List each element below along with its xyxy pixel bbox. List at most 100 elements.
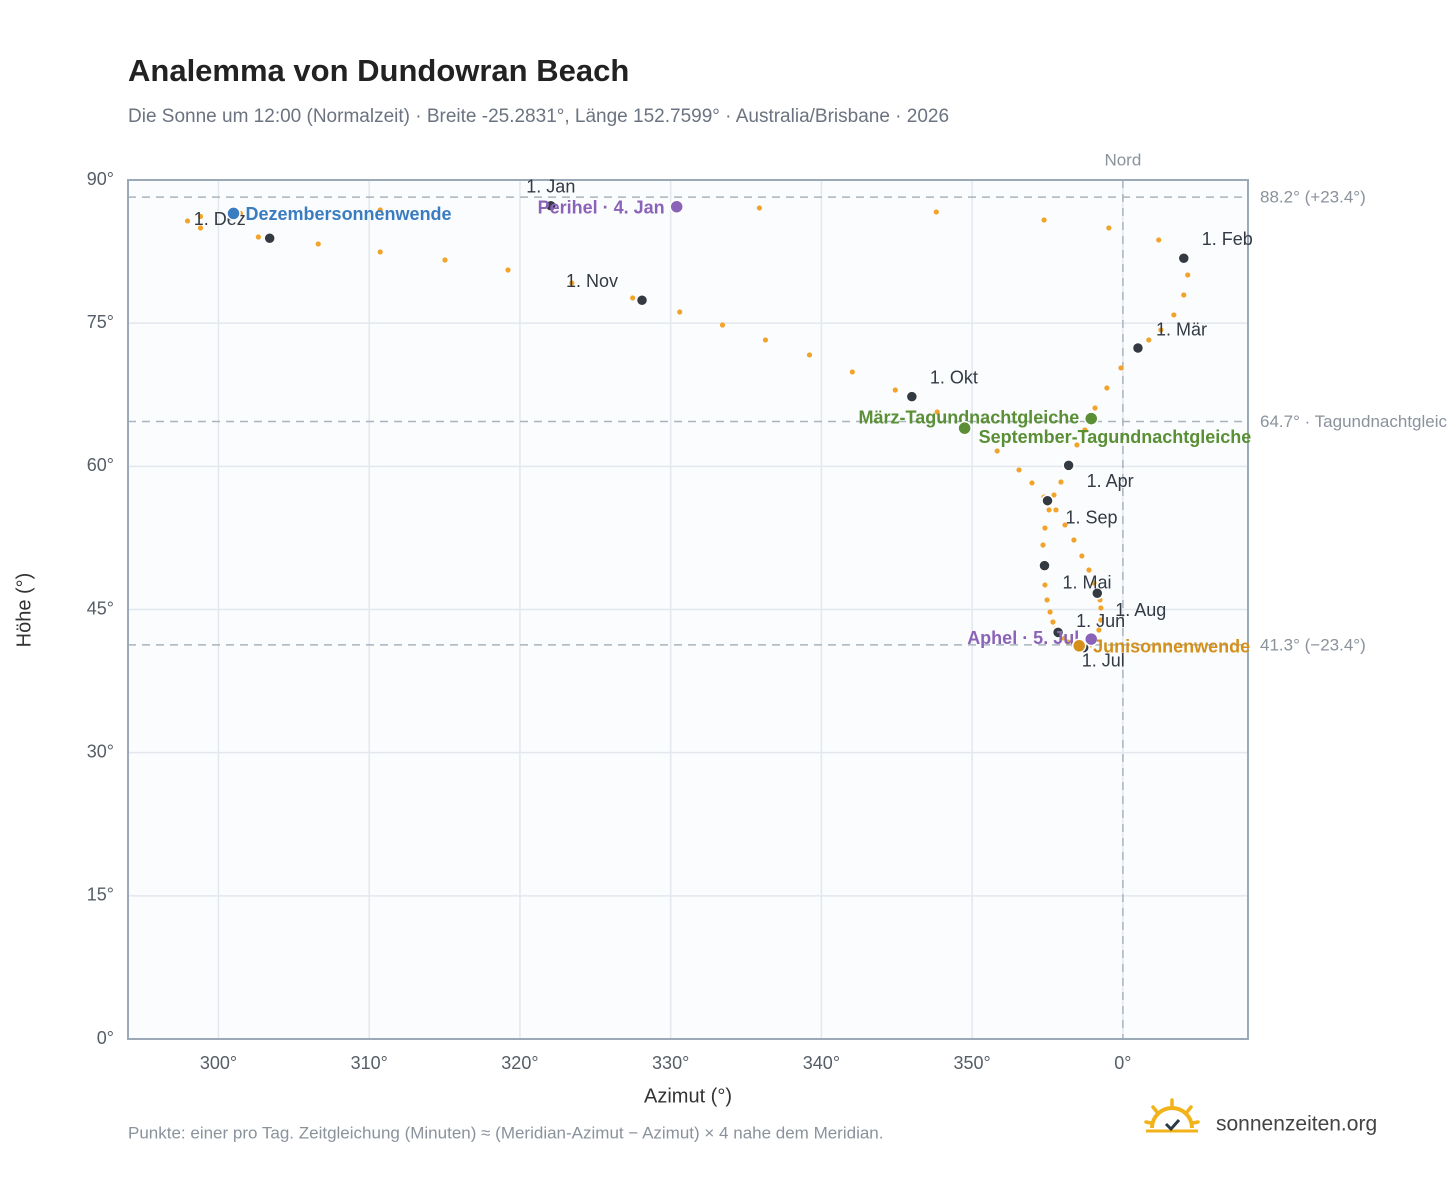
- daily-point: [1040, 542, 1046, 548]
- daily-point: [719, 322, 726, 328]
- footnote: Punkte: einer pro Tag. Zeitgleichung (Mi…: [128, 1123, 884, 1142]
- month-marker: [1041, 494, 1054, 507]
- daily-point: [1058, 479, 1064, 485]
- daily-point: [1042, 582, 1048, 588]
- month-label: 1. Feb: [1202, 229, 1253, 249]
- event-label: Aphel · 5. Jul: [967, 628, 1079, 648]
- event-label: Junisonnenwende: [1093, 637, 1250, 657]
- event-label: Perihel · 4. Jan: [538, 197, 665, 217]
- month-marker: [1177, 252, 1191, 265]
- month-label: 1. Jul: [1082, 650, 1125, 670]
- daily-point: [442, 257, 448, 263]
- daily-point: [630, 295, 636, 301]
- brand: sonnenzeiten.org: [1216, 1113, 1377, 1136]
- daily-point: [1029, 480, 1035, 486]
- daily-point: [1051, 492, 1057, 498]
- daily-point: [1098, 605, 1104, 611]
- daily-point: [849, 369, 855, 375]
- x-tick-label: 0°: [1114, 1053, 1131, 1073]
- daily-point: [1046, 507, 1052, 513]
- month-marker: [635, 294, 649, 307]
- daily-point: [892, 387, 898, 393]
- month-marker: [1091, 587, 1104, 600]
- month-label: 1. Okt: [930, 367, 978, 387]
- daily-point: [1171, 312, 1177, 318]
- month-marker: [544, 199, 558, 213]
- daily-point: [677, 309, 683, 315]
- event-marker: [1083, 631, 1099, 647]
- daily-point: [1181, 292, 1187, 298]
- daily-point: [1053, 507, 1059, 513]
- event-label: März-Tagundnachtgleiche: [859, 407, 1080, 427]
- month-marker: [1051, 626, 1065, 639]
- daily-point: [762, 337, 769, 343]
- chart-subtitle: Die Sonne um 12:00 (Normalzeit) · Breite…: [128, 106, 949, 127]
- month-label: 1. Jun: [1076, 611, 1125, 631]
- event-marker: [226, 206, 241, 221]
- daily-point: [197, 225, 204, 231]
- reference-label: 64.7° · Tagundnachtgleiche: [1260, 412, 1448, 431]
- y-tick-label: 75°: [87, 312, 114, 332]
- daily-point: [1096, 627, 1102, 633]
- daily-point: [1158, 327, 1164, 333]
- event-marker: [957, 420, 972, 436]
- month-label: 1. Sep: [1066, 507, 1118, 527]
- reference-label: 88.2° (+23.4°): [1260, 188, 1366, 207]
- daily-point: [1104, 385, 1110, 391]
- event-label: September-Tagundnachtgleiche: [979, 427, 1252, 447]
- daily-point: [505, 267, 511, 273]
- plot-border: [127, 179, 1249, 1040]
- y-tick-label: 15°: [87, 885, 114, 905]
- daily-point: [1082, 427, 1088, 433]
- y-tick-label: 90°: [87, 169, 114, 189]
- event-marker: [669, 199, 684, 214]
- daily-point: [1106, 225, 1112, 231]
- daily-point: [377, 207, 383, 213]
- daily-point: [806, 352, 813, 358]
- event-marker: [1083, 411, 1099, 426]
- y-tick-label: 30°: [87, 741, 114, 761]
- daily-point: [1071, 537, 1077, 543]
- x-tick-label: 320°: [501, 1053, 538, 1073]
- daily-point: [1062, 522, 1068, 528]
- month-label: 1. Mär: [1156, 320, 1207, 340]
- daily-point: [315, 241, 321, 247]
- chart-title: Analemma von Dundowran Beach: [128, 53, 629, 88]
- month-label: 1. Nov: [566, 271, 618, 291]
- daily-point: [197, 213, 204, 220]
- daily-point: [1098, 617, 1104, 623]
- meridian-label: Nord: [1104, 150, 1141, 169]
- event-marker: [1071, 638, 1087, 654]
- y-tick-label: 0°: [97, 1028, 114, 1048]
- brand-logo: [1144, 1098, 1200, 1133]
- event-label: Dezembersonnenwende: [246, 204, 452, 224]
- daily-point: [933, 209, 939, 215]
- daily-point: [1050, 619, 1056, 625]
- month-marker: [263, 231, 276, 245]
- daily-point: [184, 218, 191, 224]
- x-tick-label: 330°: [652, 1053, 689, 1073]
- daily-point: [569, 280, 575, 286]
- daily-point: [934, 409, 940, 415]
- month-label: 1. Apr: [1087, 471, 1134, 491]
- daily-point: [1118, 365, 1124, 371]
- x-tick-label: 340°: [803, 1053, 840, 1073]
- daily-point: [1016, 467, 1022, 473]
- daily-point: [1047, 609, 1053, 615]
- daily-point: [1079, 553, 1085, 559]
- month-label: 1. Mai: [1063, 572, 1112, 592]
- daily-point: [1074, 442, 1080, 448]
- x-axis-label: Azimut (°): [644, 1085, 732, 1107]
- daily-point: [1042, 525, 1048, 531]
- daily-point: [1156, 237, 1162, 243]
- daily-point: [1146, 337, 1152, 343]
- x-tick-label: 350°: [954, 1053, 991, 1073]
- daily-point: [1091, 580, 1097, 586]
- month-marker: [1038, 559, 1051, 572]
- daily-point: [756, 205, 763, 211]
- month-label: 1. Jan: [526, 177, 575, 197]
- daily-point: [994, 448, 1000, 454]
- y-tick-label: 45°: [87, 598, 114, 618]
- daily-point: [1092, 405, 1098, 411]
